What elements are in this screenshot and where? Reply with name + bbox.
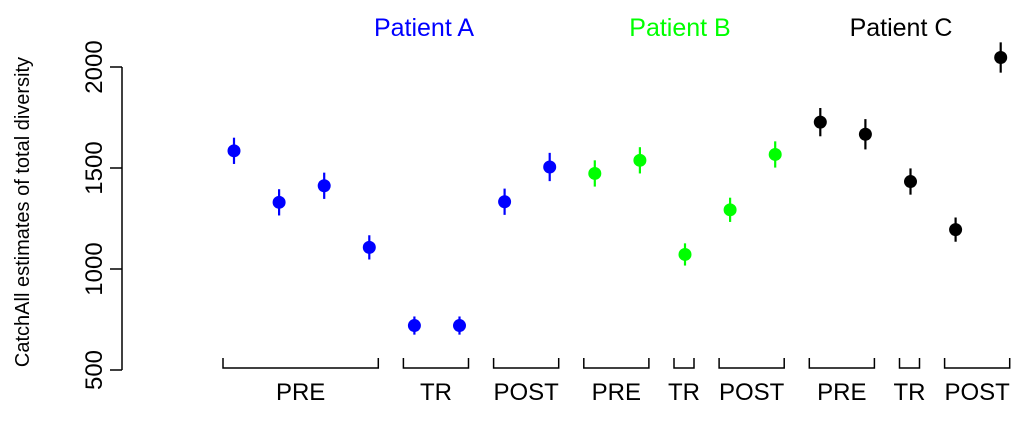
panel-label: Patient B [629, 14, 730, 42]
data-point [858, 127, 872, 141]
data-point [498, 195, 512, 209]
data-point [227, 144, 241, 158]
group-bracket [222, 358, 380, 369]
group-label: TR [894, 379, 926, 406]
group-bracket [492, 358, 560, 369]
data-point [317, 179, 331, 193]
data-point [588, 166, 602, 180]
data-point [453, 319, 466, 333]
data-point [813, 115, 827, 129]
group-bracket [402, 358, 470, 369]
data-point [272, 195, 286, 209]
y-axis: 500 1000 1500 2000 [81, 40, 123, 390]
data-point [633, 153, 647, 167]
group-bracket [673, 358, 695, 369]
panel-label: Patient A [374, 14, 474, 42]
group-label: POST [493, 379, 559, 406]
group-bracket [943, 358, 1011, 369]
y-tick-label: 1000 [81, 242, 108, 295]
group-bracket [583, 358, 650, 369]
group-label: POST [944, 379, 1010, 406]
y-tick-label: 500 [81, 350, 108, 390]
panel-label: Patient C [850, 14, 953, 42]
group-bracket [808, 358, 876, 369]
data-points [227, 42, 1008, 335]
data-point [904, 175, 917, 189]
y-tick-label: 1500 [81, 141, 108, 194]
group-label: TR [668, 379, 700, 406]
group-label: PRE [276, 379, 325, 406]
y-tick-label: 2000 [81, 40, 108, 93]
data-point [678, 247, 692, 261]
data-point [949, 223, 963, 237]
group-label: POST [719, 379, 785, 406]
data-point [362, 240, 376, 254]
group-label: PRE [817, 379, 866, 406]
group-label: TR [420, 379, 452, 406]
y-axis-title: CatchAll estimates of total diversity [12, 57, 34, 367]
panel-labels: Patient A Patient B Patient C [374, 14, 952, 42]
data-point [768, 147, 782, 161]
group-label: PRE [592, 379, 641, 406]
group-bracket [898, 358, 921, 369]
group-brackets: PRE TR POST PRE TR POST PRE TR POST [222, 358, 1011, 406]
data-point [407, 319, 421, 333]
group-bracket [718, 358, 785, 369]
data-point [723, 203, 737, 217]
data-point [543, 160, 557, 174]
data-point [994, 51, 1008, 65]
